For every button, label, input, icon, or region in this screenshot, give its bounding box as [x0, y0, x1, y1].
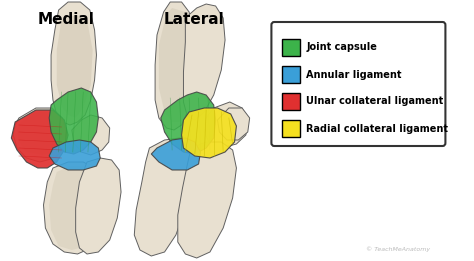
FancyBboxPatch shape: [282, 93, 300, 110]
Text: Ulnar collateral ligament: Ulnar collateral ligament: [306, 97, 444, 106]
Polygon shape: [151, 138, 201, 170]
Polygon shape: [49, 88, 98, 154]
Text: Medial: Medial: [38, 12, 95, 27]
Polygon shape: [49, 166, 101, 250]
Polygon shape: [178, 142, 237, 258]
Text: Joint capsule: Joint capsule: [306, 43, 377, 52]
Polygon shape: [51, 2, 96, 125]
FancyBboxPatch shape: [282, 39, 300, 56]
Polygon shape: [13, 108, 66, 162]
Polygon shape: [159, 8, 190, 122]
Polygon shape: [49, 140, 100, 170]
Polygon shape: [161, 92, 216, 154]
Polygon shape: [11, 110, 68, 168]
Polygon shape: [183, 4, 225, 120]
Text: © TeachMeAnatomy: © TeachMeAnatomy: [366, 246, 430, 252]
Text: Lateral: Lateral: [164, 12, 224, 27]
Text: Radial collateral ligament: Radial collateral ligament: [306, 123, 448, 133]
FancyBboxPatch shape: [282, 66, 300, 83]
Polygon shape: [17, 112, 64, 155]
Text: Annular ligament: Annular ligament: [306, 69, 402, 80]
FancyBboxPatch shape: [272, 22, 446, 146]
Polygon shape: [204, 102, 248, 148]
Polygon shape: [155, 2, 193, 130]
FancyBboxPatch shape: [282, 120, 300, 137]
Polygon shape: [57, 15, 93, 118]
Polygon shape: [134, 138, 195, 256]
Polygon shape: [72, 115, 109, 155]
Polygon shape: [76, 158, 121, 254]
Polygon shape: [218, 108, 250, 140]
Polygon shape: [44, 162, 104, 254]
Polygon shape: [182, 108, 237, 158]
